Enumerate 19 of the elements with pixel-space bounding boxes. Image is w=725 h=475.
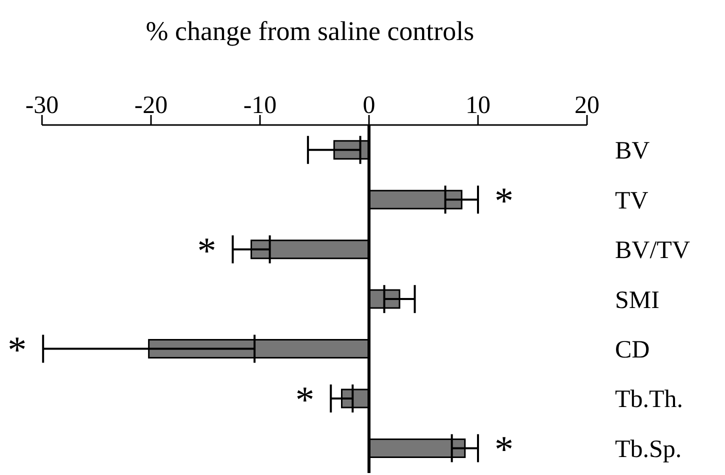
x-tick-label: 10 — [466, 92, 490, 119]
x-tick-label: -30 — [25, 92, 59, 119]
y-tick-label: BV — [615, 138, 650, 165]
significance-mark: * — [494, 429, 514, 472]
x-tick-label: -20 — [134, 92, 168, 119]
y-tick-label: Tb.Th. — [615, 386, 684, 414]
x-tick-label: 0 — [362, 92, 376, 119]
significance-mark: * — [8, 330, 27, 372]
y-tick-label: BV/TV — [615, 237, 690, 264]
y-tick-label: TV — [615, 187, 648, 214]
y-tick-label: CD — [615, 336, 650, 364]
y-tick-label: SMI — [615, 286, 660, 314]
significance-mark: * — [494, 180, 514, 223]
significance-mark: * — [295, 379, 314, 422]
x-tick-label: 20 — [574, 92, 600, 119]
x-tick-label: -10 — [243, 92, 277, 119]
y-tick-label: Tb.Sp. — [615, 436, 682, 463]
x-axis-title: % change from saline controls — [144, 16, 476, 47]
significance-mark: * — [197, 230, 216, 272]
